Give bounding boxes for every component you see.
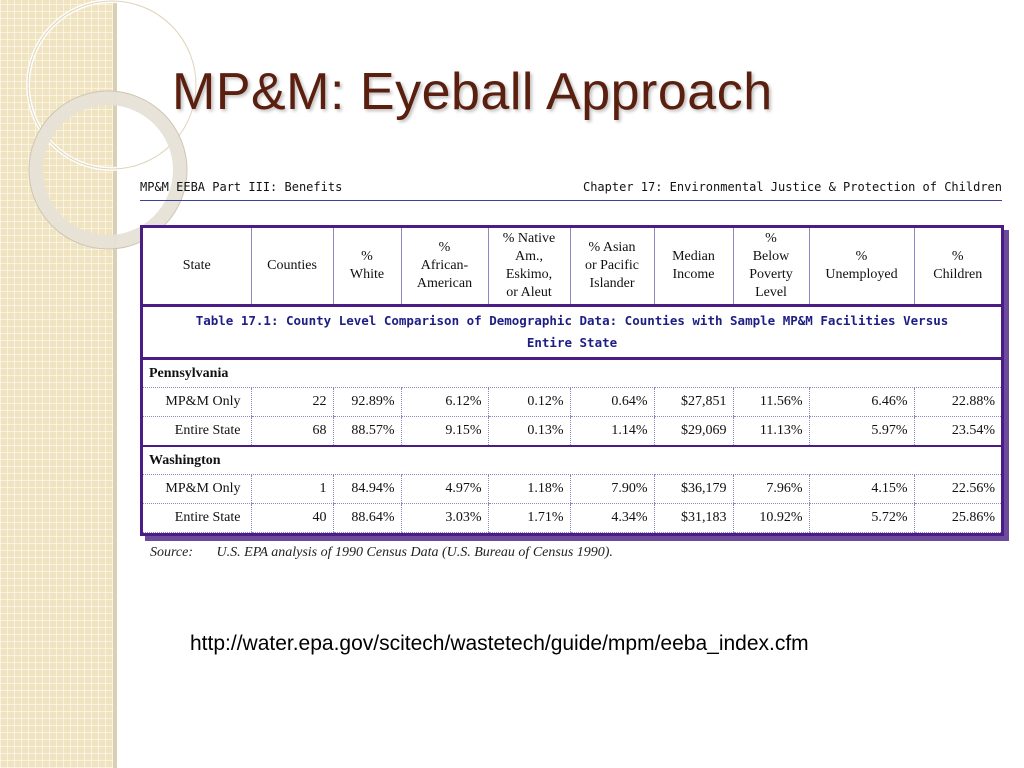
table-cell: 25.86% [913,503,1001,533]
column-header-line: % [855,249,868,264]
column-header-line: % Asian [588,240,636,255]
table-caption-line2: Entire State [526,335,618,350]
column-header-line: Median [672,249,715,264]
column-header-line: Islander [589,276,635,291]
table-cell: 22.88% [913,387,1001,417]
table-cell: 23.54% [913,416,1001,447]
table-cell: 0.13% [487,416,570,447]
table-row: Entire State 68 88.57% 9.15% 0.13% 1.14% $29,0… [143,416,1001,447]
table-cell: 11.56% [732,387,809,417]
data-table: Table 17.1: County Level Comparison of D… [143,228,1001,533]
column-header-line: % [438,240,451,255]
slide-title: MP&M: Eyeball Approach [172,63,773,121]
table-caption-line1: Table 17.1: County Level Comparison of D… [195,313,949,328]
table-cell: 5.97% [808,416,914,447]
row-label: MP&M Only [143,387,251,417]
row-label: MP&M Only [143,474,251,504]
column-header-line: % [951,249,964,264]
source-note: Source: U.S. EPA analysis of 1990 Census… [150,545,613,561]
table-caption: Table 17.1: County Level Comparison of D… [143,305,1001,360]
column-header-line: American [416,276,473,291]
side-band-edge [113,0,117,768]
decorative-circles [26,0,198,250]
section-row: Pennsylvania [143,358,1001,388]
document-header: MP&M EEBA Part III: Benefits Chapter 17:… [140,180,1002,201]
section-row: Washington [143,445,1001,475]
table-cell: 4.97% [400,474,488,504]
table-cell: 84.94% [332,474,401,504]
table-cell: 10.92% [732,503,809,533]
table-row: Entire State 40 88.64% 3.03% 1.71% 4.34% $31,1… [143,503,1001,533]
column-header: % African- American [400,228,488,307]
source-url[interactable]: http://water.epa.gov/scitech/wastetech/g… [190,632,809,655]
table-cell: 1.14% [569,416,654,447]
column-header-line: Children [933,267,983,282]
doc-header-left: MP&M EEBA Part III: Benefits [140,180,343,194]
column-header-line: Income [672,267,715,282]
column-header-line: Poverty [749,267,793,282]
column-header: Counties [250,228,333,307]
column-header-line: Eskimo, [505,267,553,282]
column-header-line: or Pacific [584,258,640,273]
column-header-line: Below [752,249,790,264]
column-header-line: or Aleut [506,285,552,300]
row-label: Entire State [143,416,251,447]
table-cell: 3.03% [400,503,488,533]
table-cell: 22 [250,387,333,417]
table-cell: 1.18% [487,474,570,504]
source-label: Source: [150,545,194,560]
table-cell: 7.90% [569,474,654,504]
table-cell: 6.12% [400,387,488,417]
table-row: MP&M Only 22 92.89% 6.12% 0.12% 0.64% $27,851 1… [143,387,1001,417]
table-cell: 4.15% [808,474,914,504]
demographic-table: Table 17.1: County Level Comparison of D… [140,225,1004,536]
column-header: % Unemployed [808,228,914,307]
table-cell: 1 [250,474,333,504]
table-cell: 68 [250,416,333,447]
column-header: % Children [913,228,1001,307]
column-header-line: % Native [502,231,556,246]
table-cell: 92.89% [332,387,401,417]
table-cell: 6.46% [808,387,914,417]
table-cell: 0.64% [569,387,654,417]
column-header-line: Counties [267,258,317,273]
column-header-line: Unemployed [825,267,898,282]
table-body: Pennsylvania MP&M Only 22 92.89% 6.12% 0.12% 0… [143,358,1001,533]
column-header-line: State [182,258,211,273]
column-header-line: % [765,231,777,246]
column-header: % Native Am., Eskimo, or Aleut [487,228,570,307]
table-cell: 4.34% [569,503,654,533]
column-header-line: White [349,267,385,282]
column-header: State [143,228,251,307]
table-cell: 7.96% [732,474,809,504]
table-cell: $36,179 [653,474,733,504]
section-label: Washington [143,445,1001,475]
table-cell: 40 [250,503,333,533]
table-cell: 22.56% [913,474,1001,504]
source-text: U.S. EPA analysis of 1990 Census Data (U… [216,545,613,560]
column-header-line: Level [755,285,787,300]
table-cell: $27,851 [653,387,733,417]
table-row: MP&M Only 1 84.94% 4.97% 1.18% 7.90% $36,179 7.… [143,474,1001,504]
column-header: Median Income [653,228,733,307]
column-header-line: Am., [515,249,543,264]
table-cell: $29,069 [653,416,733,447]
doc-header-right: Chapter 17: Environmental Justice & Prot… [582,180,1002,194]
table-header-row: State Counties% White% African- American % Na… [143,228,1001,307]
table-cell: 5.72% [808,503,914,533]
section-label: Pennsylvania [143,358,1001,388]
table-cell: $31,183 [653,503,733,533]
table-cell: 1.71% [487,503,570,533]
table-cell: 11.13% [732,416,809,447]
table-cell: 9.15% [400,416,488,447]
table-cell: 88.64% [332,503,401,533]
table-cell: 88.57% [332,416,401,447]
column-header-line: African- [420,258,469,273]
column-header-line: % [361,249,373,264]
column-header: % White [332,228,401,307]
column-header: % Below Poverty Level [732,228,809,307]
table-cell: 0.12% [487,387,570,417]
column-header: % Asian or Pacific Islander [569,228,654,307]
row-label: Entire State [143,503,251,533]
